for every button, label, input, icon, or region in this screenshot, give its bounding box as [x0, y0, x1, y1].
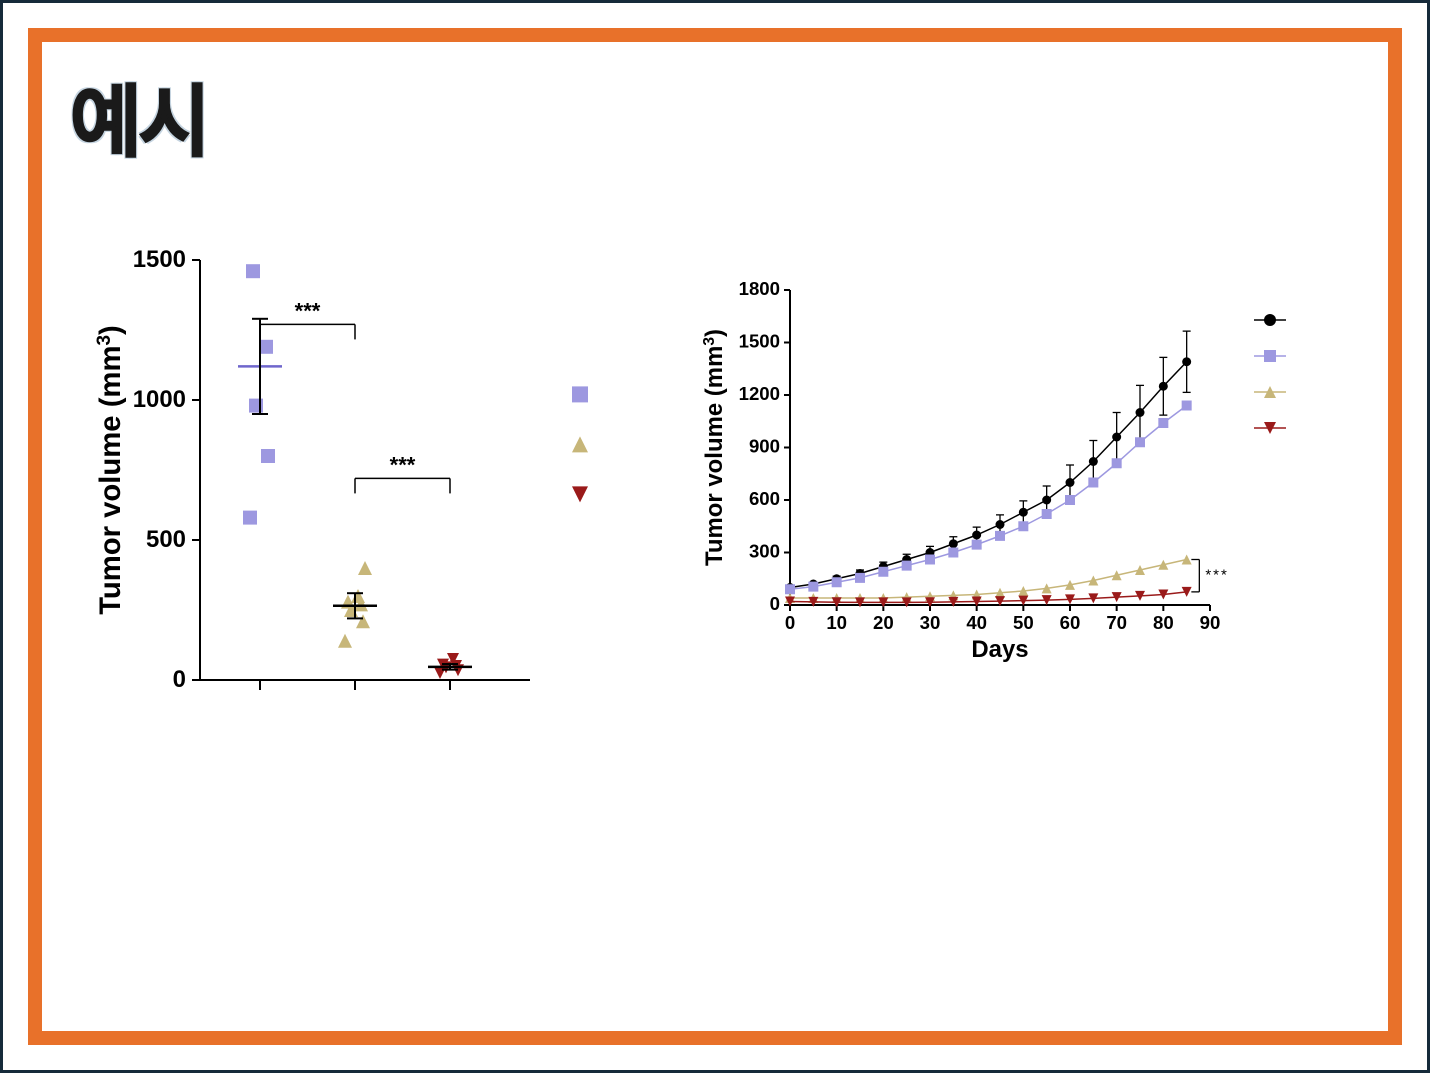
page-title: 예시 — [70, 60, 208, 172]
svg-text:90: 90 — [1200, 612, 1221, 633]
svg-text:1500: 1500 — [739, 331, 780, 352]
svg-text:Days: Days — [971, 636, 1028, 663]
svg-text:40: 40 — [966, 612, 987, 633]
line-chart: 0 300 600 900 1200 1500 1800 0 10 20 30 40 50 60 70 80 9… — [700, 275, 1340, 675]
significance-label: *** — [1205, 567, 1229, 584]
svg-text:1800: 1800 — [739, 278, 780, 299]
svg-text:Tumor volume (mm3): Tumor volume (mm3) — [94, 325, 128, 615]
svg-text:50: 50 — [1013, 612, 1034, 633]
svg-text:0: 0 — [785, 612, 795, 633]
svg-text:30: 30 — [920, 612, 941, 633]
svg-text:10: 10 — [826, 612, 847, 633]
svg-text:1000: 1000 — [133, 386, 186, 413]
svg-text:500: 500 — [146, 526, 186, 553]
significance-label: *** — [295, 298, 321, 323]
svg-text:20: 20 — [873, 612, 894, 633]
significance-label: *** — [390, 452, 416, 477]
svg-text:70: 70 — [1106, 612, 1127, 633]
scatter-chart: 0 500 1000 1500 Tumor volume (mm3) *** *** — [90, 240, 670, 740]
svg-text:1200: 1200 — [739, 383, 780, 404]
svg-text:600: 600 — [749, 488, 780, 509]
svg-text:900: 900 — [749, 436, 780, 457]
svg-text:0: 0 — [173, 666, 186, 693]
svg-text:300: 300 — [749, 541, 780, 562]
svg-text:80: 80 — [1153, 612, 1174, 633]
svg-text:Tumor volume (mm3): Tumor volume (mm3) — [701, 329, 729, 566]
svg-text:60: 60 — [1060, 612, 1081, 633]
svg-text:0: 0 — [770, 593, 780, 614]
svg-text:1500: 1500 — [133, 246, 186, 273]
